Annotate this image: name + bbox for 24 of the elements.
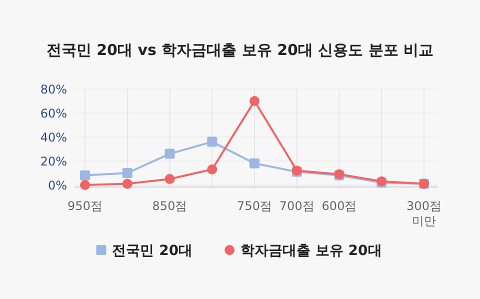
- legend-label: 전국민 20대: [112, 243, 193, 259]
- point: [164, 148, 175, 159]
- legend-label: 학자금대출 보유 20대: [240, 243, 382, 259]
- y-tick-label: 40%: [40, 130, 67, 144]
- y-tick-label: 0%: [48, 178, 67, 192]
- chart-title: 전국민 20대 vs 학자금대출 보유 20대 신용도 분포 비교: [46, 41, 434, 59]
- x-tick-label: 950점: [68, 199, 102, 213]
- point: [80, 170, 90, 180]
- point: [207, 164, 218, 174]
- x-tick-label: 850점: [152, 199, 188, 213]
- point: [122, 178, 132, 189]
- x-tick-label: 600점: [322, 199, 357, 213]
- point: [80, 180, 90, 190]
- x-tick-label: 750점: [237, 199, 272, 213]
- point: [207, 136, 218, 147]
- x-tick-label: 300점 미만: [406, 199, 442, 228]
- y-tick-label: 80%: [40, 82, 67, 96]
- point: [250, 158, 260, 168]
- x-tick-label: 700점: [279, 199, 314, 213]
- point: [164, 174, 175, 184]
- y-tick-label: 60%: [40, 106, 67, 120]
- y-tick-label: 20%: [40, 154, 67, 168]
- point: [250, 96, 260, 106]
- point: [122, 168, 132, 178]
